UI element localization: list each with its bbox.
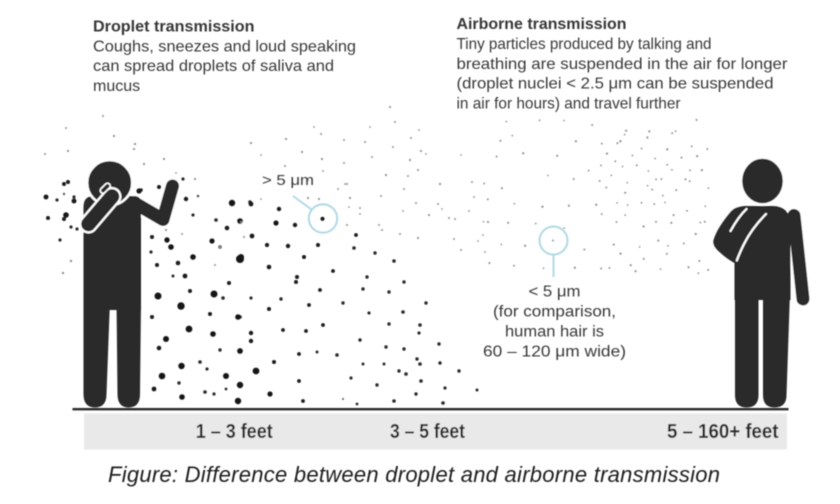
svg-text:> 5 μm: > 5 μm bbox=[262, 172, 314, 189]
svg-text:breathing are suspended in the: breathing are suspended in the air for l… bbox=[457, 56, 789, 73]
svg-text:1 – 3 feet: 1 – 3 feet bbox=[196, 420, 273, 443]
svg-text:Airborne transmission: Airborne transmission bbox=[457, 16, 627, 33]
svg-text:5 – 160+ feet: 5 – 160+ feet bbox=[667, 420, 779, 443]
svg-text:human hair is: human hair is bbox=[505, 324, 604, 341]
svg-text:in air for hours) and travel f: in air for hours) and travel further bbox=[457, 95, 682, 112]
svg-text:Figure: Difference between dro: Figure: Difference between droplet and a… bbox=[108, 462, 720, 487]
svg-text:Droplet transmission: Droplet transmission bbox=[93, 19, 255, 36]
svg-text:< 5 μm: < 5 μm bbox=[529, 284, 581, 301]
svg-text:(for comparison,: (for comparison, bbox=[493, 304, 616, 321]
svg-text:Tiny particles produced by tal: Tiny particles produced by talking and bbox=[457, 36, 712, 53]
svg-text:can spread droplets of saliva: can spread droplets of saliva and bbox=[93, 58, 334, 75]
svg-text:(droplet nuclei < 2.5 μm can b: (droplet nuclei < 2.5 μm can be suspende… bbox=[457, 75, 774, 92]
svg-text:60 – 120 μm wide): 60 – 120 μm wide) bbox=[483, 344, 626, 361]
svg-text:mucus: mucus bbox=[93, 78, 140, 95]
svg-text:Coughs, sneezes and loud speak: Coughs, sneezes and loud speaking bbox=[93, 38, 356, 55]
svg-text:3 – 5 feet: 3 – 5 feet bbox=[390, 420, 465, 443]
